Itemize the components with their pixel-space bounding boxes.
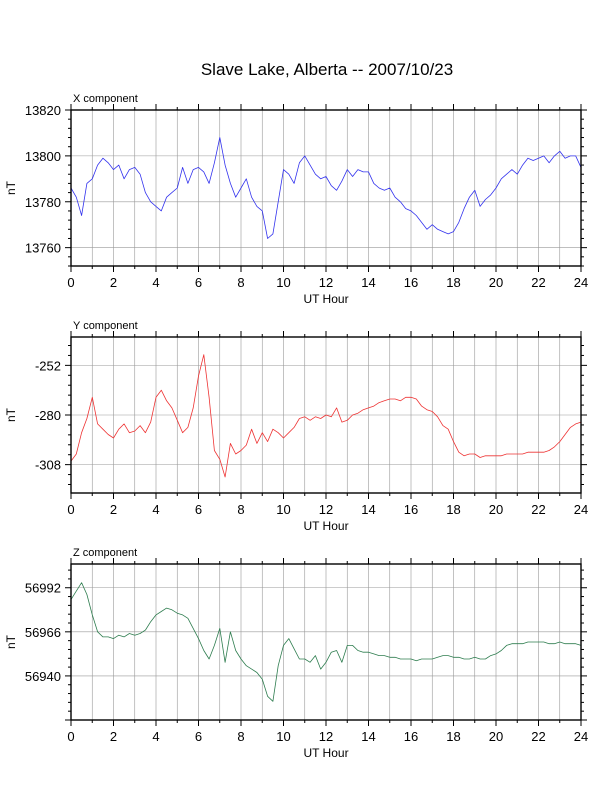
x-tick-label: 18	[446, 729, 460, 744]
x-tick-label: 24	[574, 275, 588, 290]
y-axis-label: nT	[4, 407, 18, 422]
x-axis-label: UT Hour	[303, 292, 348, 306]
x-tick-label: 0	[67, 502, 74, 517]
x-tick-label: 10	[276, 502, 290, 517]
x-tick-label: 8	[237, 502, 244, 517]
x-tick-label: 18	[446, 502, 460, 517]
y-tick-label: -252	[35, 358, 61, 373]
chart-panel: 0 2 4 6 8 10 12 14 16 18 20 22 241376013780138001382…	[4, 93, 588, 306]
x-tick-label: 20	[489, 275, 503, 290]
series-line	[70, 354, 582, 478]
x-tick-label: 8	[237, 275, 244, 290]
y-tick-label: -308	[35, 458, 61, 473]
x-tick-label: 14	[361, 275, 375, 290]
series-line	[70, 137, 582, 239]
x-tick-label: 4	[152, 729, 159, 744]
x-axis-label: UT Hour	[303, 519, 348, 533]
y-tick-label: -280	[35, 408, 61, 423]
x-tick-label: 12	[319, 502, 333, 517]
x-tick-label: 6	[195, 502, 202, 517]
x-tick-label: 18	[446, 275, 460, 290]
x-tick-label: 8	[237, 729, 244, 744]
x-tick-label: 10	[276, 729, 290, 744]
x-tick-label: 6	[195, 729, 202, 744]
x-tick-label: 22	[531, 275, 545, 290]
x-tick-label: 16	[404, 729, 418, 744]
y-tick-label: 56992	[25, 581, 61, 596]
x-tick-label: 14	[361, 729, 375, 744]
x-tick-label: 22	[531, 729, 545, 744]
y-tick-label: 13800	[25, 149, 61, 164]
x-tick-label: 0	[67, 729, 74, 744]
y-tick-label: 56940	[25, 669, 61, 684]
x-tick-label: 0	[67, 275, 74, 290]
x-axis-label: UT Hour	[303, 746, 348, 760]
y-tick-label: 13780	[25, 195, 61, 210]
x-tick-label: 12	[319, 729, 333, 744]
y-tick-label: 13760	[25, 241, 61, 256]
series-line	[70, 582, 582, 702]
x-tick-label: 6	[195, 275, 202, 290]
x-tick-label: 14	[361, 502, 375, 517]
panel-label: X component	[73, 93, 138, 105]
x-tick-label: 10	[276, 275, 290, 290]
x-tick-label: 16	[404, 275, 418, 290]
x-tick-label: 16	[404, 502, 418, 517]
x-tick-label: 2	[110, 275, 117, 290]
x-tick-label: 2	[110, 502, 117, 517]
x-tick-label: 4	[152, 275, 159, 290]
x-tick-label: 22	[531, 502, 545, 517]
x-tick-label: 2	[110, 729, 117, 744]
panel-label: Z component	[73, 547, 137, 559]
figure-title: Slave Lake, Alberta -- 2007/10/23	[201, 60, 453, 79]
x-tick-label: 12	[319, 275, 333, 290]
x-tick-label: 20	[489, 502, 503, 517]
panel-label: Y component	[73, 320, 138, 332]
y-axis-label: nT	[4, 634, 18, 649]
x-tick-label: 24	[574, 729, 588, 744]
x-tick-label: 4	[152, 502, 159, 517]
y-axis-label: nT	[4, 180, 18, 195]
x-tick-label: 20	[489, 729, 503, 744]
x-tick-label: 24	[574, 502, 588, 517]
y-tick-label: 13820	[25, 103, 61, 118]
y-tick-label: 56966	[25, 625, 61, 640]
